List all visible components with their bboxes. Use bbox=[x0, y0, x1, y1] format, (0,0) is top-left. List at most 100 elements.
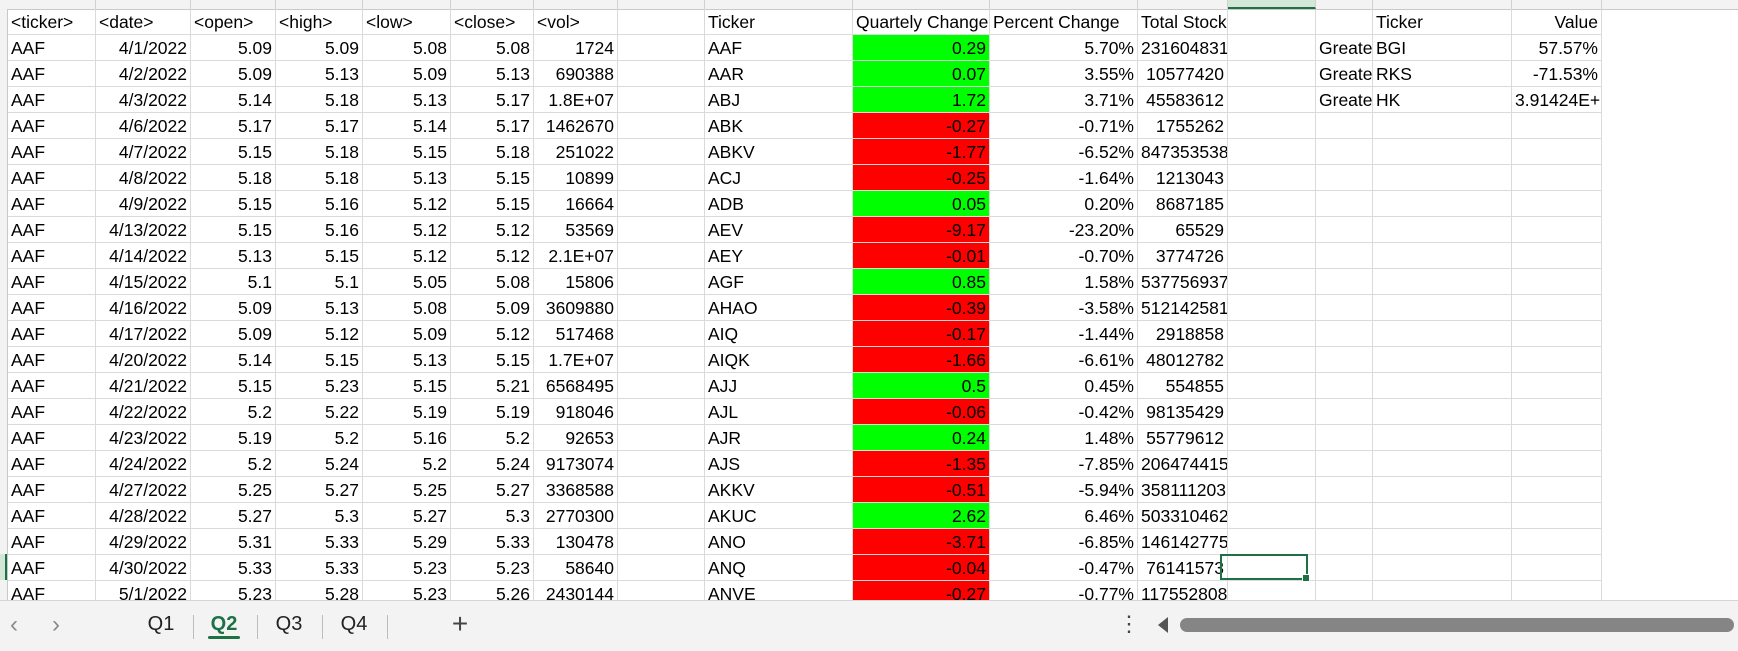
summary-cell[interactable]: 117552808 bbox=[1138, 581, 1228, 600]
summary-cell[interactable]: -1.64% bbox=[990, 165, 1138, 191]
tab-q1[interactable]: Q1 bbox=[131, 607, 191, 641]
summary-cell[interactable]: ADB bbox=[705, 191, 853, 217]
greatest-cell[interactable] bbox=[1316, 399, 1373, 425]
greatest-header-cell[interactable]: Value bbox=[1512, 9, 1602, 35]
stock-cell[interactable]: 5.12 bbox=[451, 321, 534, 347]
stock-cell[interactable]: 5.28 bbox=[276, 581, 363, 600]
stock-cell[interactable]: 5.33 bbox=[191, 555, 276, 581]
greatest-cell[interactable] bbox=[1512, 217, 1602, 243]
empty-cell[interactable] bbox=[1228, 477, 1316, 503]
stock-cell[interactable]: 5.16 bbox=[276, 191, 363, 217]
greatest-cell[interactable] bbox=[1373, 529, 1512, 555]
greatest-cell[interactable] bbox=[1373, 243, 1512, 269]
stock-cell[interactable]: 5.2 bbox=[276, 425, 363, 451]
stock-cell[interactable]: 9173074 bbox=[534, 451, 618, 477]
stock-header-cell[interactable]: <ticker> bbox=[8, 9, 96, 35]
summary-cell[interactable]: AHAO bbox=[705, 295, 853, 321]
empty-cell[interactable] bbox=[1228, 243, 1316, 269]
stock-cell[interactable]: 5.24 bbox=[276, 451, 363, 477]
stock-cell[interactable]: 5.29 bbox=[363, 529, 451, 555]
empty-cell[interactable] bbox=[1228, 217, 1316, 243]
summary-cell[interactable]: -1.44% bbox=[990, 321, 1138, 347]
stock-cell[interactable]: AAF bbox=[8, 399, 96, 425]
column-header[interactable] bbox=[1512, 0, 1602, 9]
stock-cell[interactable]: 5.15 bbox=[363, 139, 451, 165]
greatest-cell[interactable] bbox=[1512, 503, 1602, 529]
stock-cell[interactable]: AAF bbox=[8, 139, 96, 165]
stock-cell[interactable]: 5.08 bbox=[363, 35, 451, 61]
stock-cell[interactable]: 58640 bbox=[534, 555, 618, 581]
empty-cell[interactable] bbox=[1228, 61, 1316, 87]
stock-cell[interactable]: 5.18 bbox=[276, 87, 363, 113]
stock-cell[interactable]: 1.8E+07 bbox=[534, 87, 618, 113]
summary-cell[interactable]: 48012782 bbox=[1138, 347, 1228, 373]
stock-cell[interactable]: 5.18 bbox=[276, 165, 363, 191]
summary-cell[interactable]: AEY bbox=[705, 243, 853, 269]
greatest-cell[interactable] bbox=[1373, 451, 1512, 477]
stock-cell[interactable]: 5.13 bbox=[363, 87, 451, 113]
stock-cell[interactable]: 5.1 bbox=[276, 269, 363, 295]
quarterly-change-cell[interactable]: -0.06 bbox=[853, 399, 990, 425]
greatest-cell[interactable] bbox=[1316, 451, 1373, 477]
empty-cell[interactable] bbox=[618, 139, 705, 165]
empty-cell[interactable] bbox=[1228, 269, 1316, 295]
stock-cell[interactable]: 5.2 bbox=[191, 451, 276, 477]
greatest-cell[interactable]: HK bbox=[1373, 87, 1512, 113]
stock-cell[interactable]: AAF bbox=[8, 269, 96, 295]
stock-cell[interactable]: AAF bbox=[8, 581, 96, 600]
stock-cell[interactable]: 5.09 bbox=[191, 61, 276, 87]
greatest-cell[interactable]: RKS bbox=[1373, 61, 1512, 87]
summary-cell[interactable]: -0.47% bbox=[990, 555, 1138, 581]
summary-cell[interactable]: 6.46% bbox=[990, 503, 1138, 529]
stock-cell[interactable]: 5.13 bbox=[276, 61, 363, 87]
greatest-cell[interactable] bbox=[1512, 451, 1602, 477]
stock-cell[interactable]: 2430144 bbox=[534, 581, 618, 600]
stock-cell[interactable]: 5.15 bbox=[276, 243, 363, 269]
stock-cell[interactable]: 5.2 bbox=[363, 451, 451, 477]
greatest-cell[interactable] bbox=[1373, 165, 1512, 191]
stock-cell[interactable]: 5.15 bbox=[451, 191, 534, 217]
scroll-thumb[interactable] bbox=[1180, 618, 1734, 632]
stock-cell[interactable]: 5.2 bbox=[451, 425, 534, 451]
summary-cell[interactable]: AJL bbox=[705, 399, 853, 425]
quarterly-change-cell[interactable]: 0.07 bbox=[853, 61, 990, 87]
stock-cell[interactable]: 5.33 bbox=[276, 555, 363, 581]
stock-cell[interactable]: 5.13 bbox=[276, 295, 363, 321]
greatest-cell[interactable] bbox=[1373, 321, 1512, 347]
quarterly-change-cell[interactable]: -9.17 bbox=[853, 217, 990, 243]
stock-cell[interactable]: 4/6/2022 bbox=[96, 113, 191, 139]
stock-cell[interactable]: 5.12 bbox=[276, 321, 363, 347]
greatest-cell[interactable] bbox=[1512, 399, 1602, 425]
stock-cell[interactable]: 5.27 bbox=[451, 477, 534, 503]
quarterly-change-cell[interactable]: 0.5 bbox=[853, 373, 990, 399]
stock-cell[interactable]: 5.15 bbox=[191, 373, 276, 399]
stock-cell[interactable]: 4/23/2022 bbox=[96, 425, 191, 451]
greatest-cell[interactable] bbox=[1512, 243, 1602, 269]
stock-cell[interactable]: AAF bbox=[8, 451, 96, 477]
stock-cell[interactable]: 4/27/2022 bbox=[96, 477, 191, 503]
stock-cell[interactable]: 5.33 bbox=[276, 529, 363, 555]
stock-cell[interactable]: 5.05 bbox=[363, 269, 451, 295]
summary-cell[interactable]: AAF bbox=[705, 35, 853, 61]
stock-cell[interactable]: 690388 bbox=[534, 61, 618, 87]
greatest-cell[interactable] bbox=[1316, 139, 1373, 165]
stock-cell[interactable]: 5.08 bbox=[451, 269, 534, 295]
stock-cell[interactable]: 4/20/2022 bbox=[96, 347, 191, 373]
summary-cell[interactable]: ANVE bbox=[705, 581, 853, 600]
stock-cell[interactable]: 5.13 bbox=[451, 61, 534, 87]
stock-cell[interactable]: AAF bbox=[8, 217, 96, 243]
summary-cell[interactable]: 503310462 bbox=[1138, 503, 1228, 529]
stock-cell[interactable]: 5.14 bbox=[363, 113, 451, 139]
stock-cell[interactable]: AAF bbox=[8, 321, 96, 347]
stock-cell[interactable]: 5.12 bbox=[451, 243, 534, 269]
greatest-cell[interactable] bbox=[1316, 191, 1373, 217]
quarterly-change-cell[interactable]: -1.66 bbox=[853, 347, 990, 373]
stock-header-cell[interactable]: <high> bbox=[276, 9, 363, 35]
stock-cell[interactable]: 4/30/2022 bbox=[96, 555, 191, 581]
stock-header-cell[interactable]: <date> bbox=[96, 9, 191, 35]
summary-cell[interactable]: 146142775 bbox=[1138, 529, 1228, 555]
empty-cell[interactable] bbox=[618, 555, 705, 581]
stock-cell[interactable]: 5.12 bbox=[363, 243, 451, 269]
stock-cell[interactable]: 5.13 bbox=[191, 243, 276, 269]
greatest-cell[interactable]: Greatest % Increase: bbox=[1316, 35, 1373, 61]
